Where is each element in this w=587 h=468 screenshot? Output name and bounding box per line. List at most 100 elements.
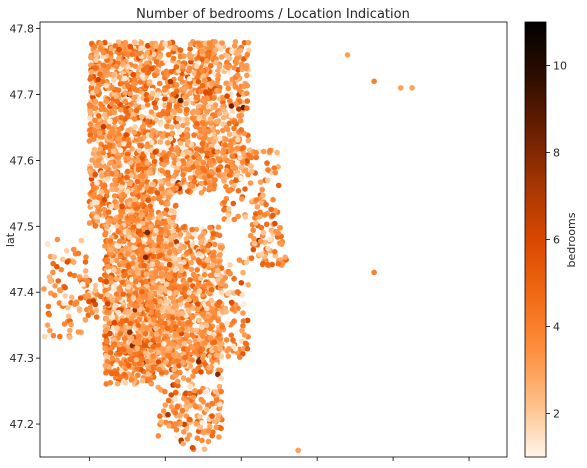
scatter-point xyxy=(184,138,191,145)
scatter-point xyxy=(227,262,233,268)
scatter-point xyxy=(235,213,241,220)
scatter-point xyxy=(118,225,125,231)
scatter-point xyxy=(170,358,177,365)
scatter-point xyxy=(231,183,237,189)
scatter-point xyxy=(165,194,172,200)
scatter-point xyxy=(218,273,224,280)
y-tick-label: 47.2 xyxy=(10,418,35,431)
scatter-point xyxy=(217,244,224,251)
scatter-point xyxy=(196,317,202,324)
scatter-point xyxy=(170,315,176,321)
colorbar-tick-label: 2 xyxy=(553,408,560,421)
scatter-point xyxy=(89,157,95,163)
scatter-point xyxy=(50,332,57,339)
scatter-point xyxy=(152,72,158,79)
scatter-point xyxy=(175,115,182,122)
scatter-point xyxy=(249,168,255,175)
scatter-point xyxy=(172,389,179,396)
scatter-point xyxy=(41,333,48,340)
scatter-point xyxy=(130,71,137,78)
scatter-point xyxy=(226,187,233,194)
scatter-point xyxy=(86,220,93,226)
scatter-point xyxy=(205,300,211,307)
scatter-point xyxy=(108,203,114,210)
scatter-point xyxy=(132,94,138,101)
scatter-point xyxy=(148,358,154,364)
scatter-point xyxy=(54,263,60,270)
scatter-point xyxy=(118,114,124,121)
scatter-point xyxy=(199,68,206,74)
scatter-point xyxy=(144,246,150,253)
scatter-point xyxy=(116,346,123,352)
scatter-point xyxy=(228,112,235,119)
scatter-point xyxy=(237,118,244,124)
scatter-point xyxy=(272,220,278,227)
scatter-point xyxy=(226,120,232,127)
scatter-point xyxy=(90,185,97,192)
scatter-point xyxy=(107,330,113,337)
scatter-point xyxy=(191,70,198,76)
scatter-point xyxy=(167,135,174,142)
scatter-point xyxy=(62,293,68,299)
scatter-point xyxy=(258,224,265,231)
scatter-point xyxy=(117,147,124,153)
scatter-point xyxy=(71,272,78,279)
scatter-point xyxy=(185,319,191,326)
scatter-point xyxy=(150,280,156,286)
scatter-point xyxy=(127,91,133,97)
scatter-point xyxy=(209,277,216,284)
scatter-point xyxy=(105,176,111,182)
scatter-point xyxy=(134,270,141,276)
scatter-point xyxy=(118,184,125,191)
scatter-point xyxy=(222,142,228,148)
scatter-point xyxy=(108,50,114,56)
scatter-point xyxy=(195,109,201,116)
scatter-point xyxy=(144,159,150,166)
scatter-point xyxy=(172,421,178,428)
scatter-point xyxy=(86,102,93,108)
scatter-point xyxy=(189,331,195,338)
scatter-point xyxy=(110,126,116,133)
scatter-point xyxy=(173,427,180,433)
scatter-point xyxy=(105,264,111,270)
scatter-point xyxy=(97,71,103,77)
scatter-point xyxy=(122,336,128,342)
scatter-point xyxy=(145,371,151,377)
scatter-point xyxy=(219,290,225,296)
scatter-point xyxy=(270,196,276,203)
scatter-point xyxy=(282,254,289,261)
scatter-point xyxy=(107,350,114,356)
scatter-point xyxy=(99,134,106,140)
scatter-point xyxy=(143,271,150,277)
scatter-point xyxy=(132,123,138,130)
scatter-point xyxy=(275,182,282,189)
scatter-point xyxy=(147,299,154,306)
scatter-point xyxy=(220,172,227,178)
scatter-point xyxy=(128,377,135,383)
scatter-point xyxy=(189,226,195,233)
scatter-point xyxy=(197,275,204,282)
scatter-point xyxy=(174,148,180,154)
scatter-point xyxy=(196,389,203,395)
scatter-point xyxy=(158,199,165,206)
scatter-point xyxy=(230,337,236,343)
scatter-point xyxy=(108,45,115,52)
scatter-point xyxy=(113,186,120,193)
scatter-point xyxy=(171,45,178,52)
scatter-point xyxy=(102,68,108,75)
scatter-point xyxy=(109,84,115,91)
scatter-point xyxy=(51,292,58,299)
scatter-point xyxy=(112,116,118,123)
scatter-point xyxy=(87,108,93,114)
scatter-point xyxy=(113,203,120,210)
scatter-point xyxy=(65,313,72,320)
scatter-point xyxy=(138,136,144,142)
scatter-point xyxy=(102,111,108,118)
scatter-point xyxy=(176,327,182,334)
scatter-point xyxy=(162,243,169,249)
scatter-point xyxy=(96,150,102,156)
scatter-point xyxy=(263,221,270,228)
scatter-point xyxy=(227,270,233,277)
scatter-point xyxy=(113,370,120,377)
scatter-point xyxy=(96,194,103,200)
